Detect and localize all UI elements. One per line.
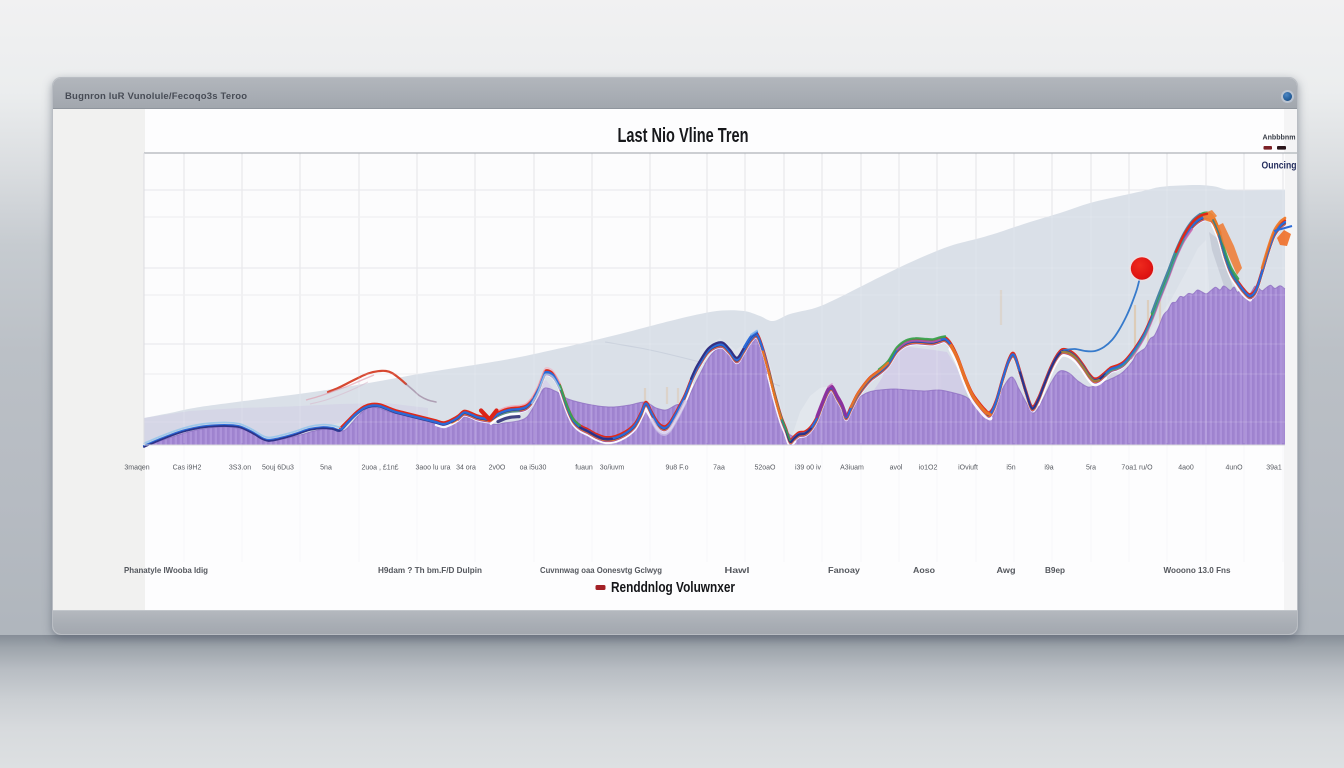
svg-text:Cuvnnwag oaa Oonesvtg Gclwyg: Cuvnnwag oaa Oonesvtg Gclwyg — [540, 566, 662, 575]
svg-text:Ouncing: Ouncing — [1262, 160, 1297, 172]
svg-text:52oaO: 52oaO — [754, 465, 776, 472]
svg-text:i5n: i5n — [1006, 465, 1015, 472]
svg-text:34 ora: 34 ora — [456, 465, 476, 472]
svg-text:5ra: 5ra — [1086, 465, 1096, 472]
svg-text:A3iuam: A3iuam — [840, 465, 864, 472]
svg-text:i9a: i9a — [1044, 465, 1053, 472]
svg-text:Anbbbnm: Anbbbnm — [1263, 135, 1296, 142]
svg-text:7oa1 ru/O: 7oa1 ru/O — [1121, 465, 1153, 472]
svg-text:i39 o0 iv: i39 o0 iv — [795, 465, 822, 472]
svg-text:3S3.on: 3S3.on — [229, 465, 251, 472]
svg-text:B9ep: B9ep — [1045, 566, 1065, 575]
svg-text:3o/iuvm: 3o/iuvm — [600, 465, 625, 472]
svg-text:3aoo lu ura: 3aoo lu ura — [415, 465, 450, 472]
svg-text:4unO: 4unO — [1225, 465, 1243, 472]
svg-text:Hawl: Hawl — [725, 566, 750, 575]
svg-text:2v0O: 2v0O — [489, 465, 506, 472]
svg-text:39a1: 39a1 — [1266, 465, 1282, 472]
svg-text:Renddnlog Voluwnxer: Renddnlog Voluwnxer — [611, 580, 735, 596]
svg-text:3maqen: 3maqen — [124, 465, 149, 472]
svg-text:iOviuft: iOviuft — [958, 465, 978, 472]
svg-text:Awg: Awg — [997, 566, 1016, 575]
svg-text:Phanatyle IWooba Idig: Phanatyle IWooba Idig — [124, 566, 208, 575]
svg-text:9u8 F.o: 9u8 F.o — [666, 465, 689, 472]
svg-text:fuaun: fuaun — [575, 465, 593, 472]
svg-text:5na: 5na — [320, 465, 332, 472]
svg-text:4ao0: 4ao0 — [1178, 465, 1194, 472]
svg-text:Wooono 13.0 Fns: Wooono 13.0 Fns — [1164, 566, 1231, 575]
svg-text:Cas i9H2: Cas i9H2 — [173, 465, 202, 472]
svg-text:7aa: 7aa — [713, 465, 725, 472]
svg-text:Fanoay: Fanoay — [828, 566, 860, 575]
svg-text:io1O2: io1O2 — [919, 465, 938, 472]
svg-text:H9dam ? Th bm.F/D Dulpin: H9dam ? Th bm.F/D Dulpin — [378, 566, 482, 575]
svg-text:Aoso: Aoso — [913, 566, 935, 575]
svg-text:oa i5u30: oa i5u30 — [520, 465, 547, 472]
svg-text:avol: avol — [890, 465, 903, 472]
svg-text:2uoa , £1n£: 2uoa , £1n£ — [362, 465, 399, 472]
svg-text:Last Nio Vline Tren: Last Nio Vline Tren — [618, 125, 749, 147]
svg-text:5ouj 6Du3: 5ouj 6Du3 — [262, 465, 294, 472]
